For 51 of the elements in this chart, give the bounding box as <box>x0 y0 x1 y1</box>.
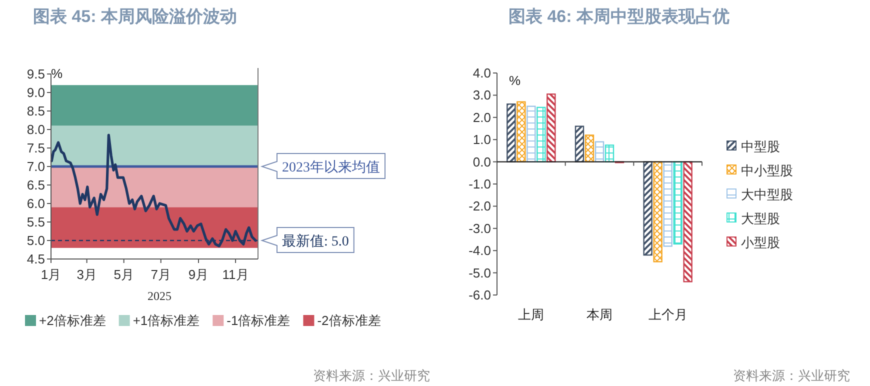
x-axis-title: 2025 <box>148 289 172 303</box>
text: 资料来源：兴业研究 <box>313 368 430 383</box>
x-tick-label: 7月 <box>150 267 171 282</box>
y-tick-label: 3.0 <box>472 88 491 103</box>
annotation: % <box>509 73 521 88</box>
legend-label: 大型股 <box>741 211 780 226</box>
y-tick-label: 7.5 <box>26 140 45 156</box>
x-tick-label: 本周 <box>586 307 612 322</box>
y-tick-label: 9.5 <box>26 66 45 82</box>
y-tick-label: -1.0 <box>468 176 491 192</box>
callout: 最新值: 5.0 <box>260 227 354 253</box>
legend-label: -1倍标准差 <box>226 313 290 328</box>
text: 资料来源：兴业研究 <box>733 368 850 383</box>
legend-label: 大中型股 <box>741 187 793 202</box>
x-tick-label: 11月 <box>222 267 249 282</box>
y-tick-label: 5.5 <box>26 214 45 230</box>
x-tick-label: 9月 <box>188 267 209 282</box>
legend-label: 中小型股 <box>741 163 793 178</box>
y-tick-label: 1.0 <box>472 132 491 148</box>
y-tick-label: 8.5 <box>26 104 45 118</box>
x-tick-label: 1月 <box>40 267 62 282</box>
y-tick-label: -4.0 <box>468 243 491 258</box>
y-tick-label: 2.0 <box>472 110 491 125</box>
x-tick-label: 上个月 <box>648 307 688 322</box>
legend-label: 小型股 <box>741 235 780 250</box>
y-tick-label: -2.0 <box>468 198 491 214</box>
y-tick-label: -3.0 <box>468 220 491 236</box>
chart-title: 图表 46: 本周中型股表现占优 <box>508 7 730 26</box>
ref-line-label: 最新值: 5.0 <box>282 234 349 250</box>
legend-label: +1倍标准差 <box>132 313 200 328</box>
legend-label: +2倍标准差 <box>39 313 106 328</box>
chart-title: 图表 45: 本周风险溢价波动 <box>32 7 238 26</box>
y-tick-label: 7.0 <box>26 159 45 174</box>
y-tick-label: -5.0 <box>468 265 491 280</box>
x-tick-label: 5月 <box>114 267 134 282</box>
y-tick-label: 4.5 <box>26 252 45 266</box>
y-tick-label: 9.0 <box>26 85 45 100</box>
y-tick-label: 5.0 <box>26 233 45 248</box>
ref-line-label: 2023年以来均值 <box>282 160 380 176</box>
y-tick-label: 4.0 <box>472 66 491 80</box>
annotation: % <box>51 66 63 81</box>
legend-label: 中型股 <box>741 139 780 154</box>
x-tick-label: 3月 <box>76 267 97 282</box>
y-tick-label: 6.5 <box>26 178 45 192</box>
y-tick-label: 8.0 <box>26 122 45 137</box>
y-tick-label: 0.0 <box>472 154 491 170</box>
callout: 2023年以来均值 <box>260 153 386 179</box>
legend-label: -2倍标准差 <box>317 313 381 328</box>
y-tick-label: -6.0 <box>468 288 491 302</box>
y-tick-label: 6.0 <box>26 196 45 211</box>
x-tick-label: 上周 <box>518 307 544 322</box>
